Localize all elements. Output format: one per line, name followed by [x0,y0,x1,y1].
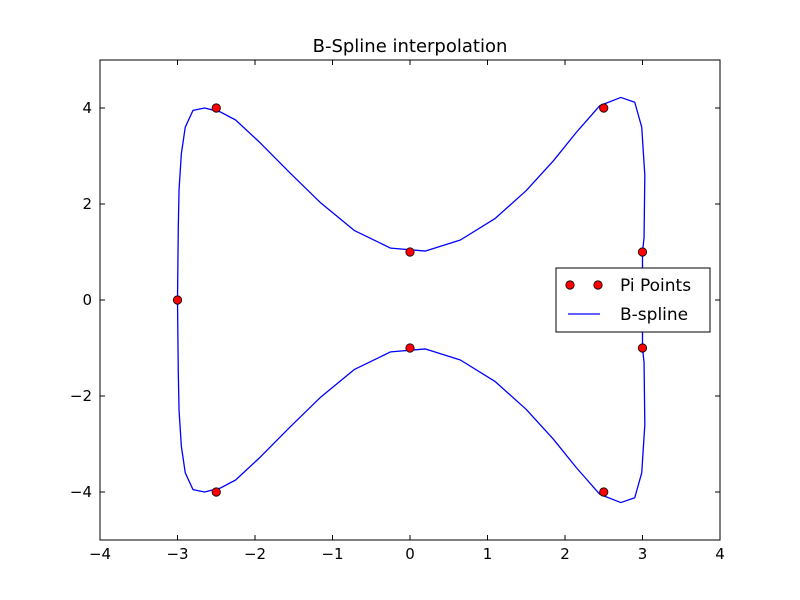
x-tick-label: −4 [89,545,111,563]
x-tick-label: 0 [405,545,415,563]
pi-point [637,343,648,353]
legend-label-bspline: B-spline [620,305,688,325]
legend-marker [565,280,575,290]
axes: −4 −3 −2 −1 0 1 2 3 4 −4 −2 0 2 4 [70,59,725,563]
x-tick-label: 2 [560,545,570,563]
legend-box [555,267,711,333]
y-tick-label: 2 [82,195,92,213]
x-tick-label: 1 [483,545,493,563]
pi-point [405,343,415,353]
y-tick-label: −2 [70,387,92,405]
pi-point [405,247,415,257]
pi-point [211,103,221,113]
y-tick-label: 4 [82,99,92,117]
y-tick-label: 0 [82,291,92,309]
x-tick-label: −3 [166,545,188,563]
x-tick-label: −1 [321,545,343,563]
x-tick-label: −2 [244,545,266,563]
pi-point [599,103,609,113]
legend-label-pi-points: Pi Points [620,276,691,296]
pi-point [599,487,609,497]
x-tick-label: 4 [715,545,725,563]
y-tick-label: −4 [70,483,92,501]
pi-point [172,295,183,305]
legend-marker [593,280,603,290]
chart-title: B-Spline interpolation [313,36,508,57]
pi-point [211,487,221,497]
legend: Pi Points B-spline [555,267,711,333]
pi-point [637,247,648,257]
x-tick-label: 3 [638,545,648,563]
